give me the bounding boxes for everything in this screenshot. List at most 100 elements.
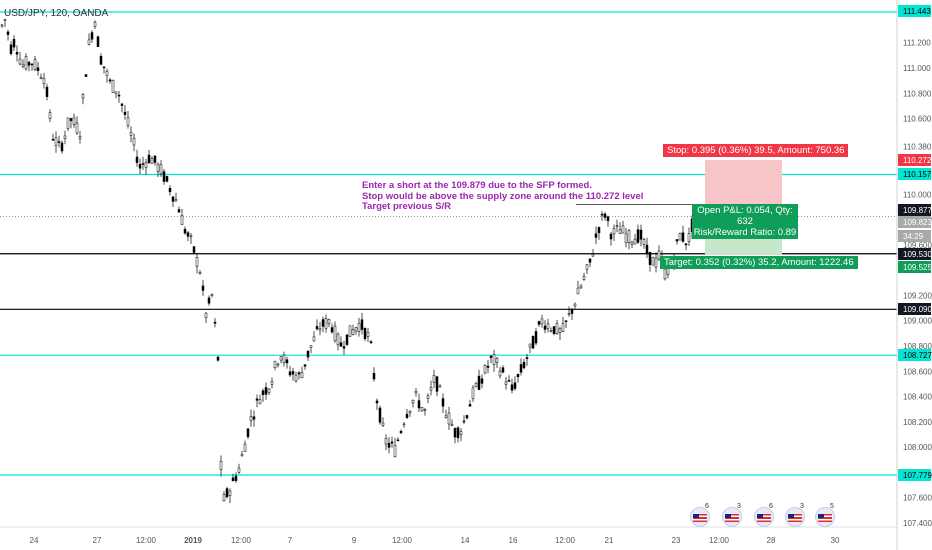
candle — [408, 410, 412, 417]
candle — [171, 196, 175, 207]
event-count: 6 — [705, 503, 709, 510]
candle-body — [483, 365, 487, 374]
candle — [216, 356, 220, 362]
candle — [480, 374, 484, 389]
candle-body — [24, 56, 28, 70]
price-tick-label: 107.600 — [903, 494, 932, 503]
price-tick-label: 111.000 — [903, 64, 931, 73]
candle-body — [555, 322, 559, 334]
candle — [324, 314, 328, 333]
candle-body — [30, 63, 34, 66]
candle — [468, 399, 472, 407]
candle — [156, 162, 160, 177]
price-tick-label: 108.000 — [903, 443, 932, 452]
candle-body — [54, 137, 58, 146]
candle-body — [678, 233, 682, 241]
candle — [54, 131, 58, 153]
candle-body — [156, 163, 160, 172]
candle — [564, 320, 568, 328]
candle — [300, 366, 304, 379]
candle — [423, 407, 427, 416]
candle — [204, 312, 208, 324]
candle-body — [537, 321, 541, 325]
risk-reward-text: Risk/Reward Ratio: 0.89 — [693, 227, 797, 238]
stop-zone[interactable] — [705, 159, 782, 210]
candle — [615, 219, 619, 233]
candle — [243, 440, 247, 452]
candle — [528, 343, 532, 354]
event-marker[interactable]: 5 — [815, 503, 835, 527]
event-marker[interactable]: 3 — [722, 503, 742, 527]
time-tick-label: 27 — [93, 536, 102, 545]
candle — [354, 326, 358, 335]
trade-annotation[interactable]: Enter a short at the 109.879 due to the … — [362, 180, 643, 213]
candle-body — [564, 320, 568, 322]
candle-body — [501, 367, 505, 373]
event-marker[interactable]: 6 — [690, 503, 710, 527]
candle-body — [543, 325, 547, 330]
candle — [519, 358, 523, 376]
candle-body — [243, 443, 247, 452]
candle — [531, 335, 535, 349]
candle — [123, 105, 127, 120]
candle-body — [513, 382, 517, 389]
price-tag: 34:29 — [898, 230, 931, 242]
candle — [51, 133, 55, 141]
candle-body — [39, 76, 43, 79]
candle-body — [159, 164, 163, 175]
pnl-box[interactable]: Open P&L: 0.054, Qty: 632 Risk/Reward Ra… — [692, 204, 798, 239]
candle — [234, 472, 238, 484]
candle-body — [489, 355, 493, 358]
candle — [654, 252, 658, 273]
candle — [273, 360, 277, 371]
candle — [471, 385, 475, 402]
event-marker[interactable]: 3 — [785, 503, 805, 527]
candle-body — [456, 427, 460, 439]
candle — [624, 228, 628, 248]
candle-body — [234, 475, 238, 481]
price-tick-label: 110.800 — [903, 89, 932, 98]
target-label[interactable]: Target: 0.352 (0.32%) 35.2, Amount: 1222… — [660, 256, 858, 269]
price-tag: 110.272 — [898, 154, 932, 166]
candle — [612, 224, 616, 241]
candle — [462, 415, 466, 425]
candle — [582, 272, 586, 281]
candle — [432, 369, 436, 388]
candle-body — [123, 111, 127, 115]
candle — [210, 293, 214, 298]
horizontal-levels — [0, 11, 897, 476]
candle — [579, 284, 583, 289]
candle-body — [462, 420, 466, 423]
candle — [555, 319, 559, 335]
candle-body — [183, 228, 187, 234]
candle — [75, 116, 79, 136]
candle-body — [507, 380, 511, 382]
price-tag: 109.530 — [898, 248, 932, 260]
candle — [111, 79, 115, 93]
candle-body — [675, 239, 679, 242]
candle-body — [21, 64, 25, 67]
candle-body — [573, 303, 577, 307]
symbol-title[interactable]: USD/JPY, 120, OANDA — [4, 8, 109, 19]
candle — [399, 429, 403, 435]
stop-label[interactable]: Stop: 0.395 (0.36%) 39.5, Amount: 750.36 — [663, 144, 849, 157]
candle — [177, 206, 181, 213]
candle-body — [303, 364, 307, 367]
candle — [336, 332, 340, 351]
candle — [546, 318, 550, 333]
candle-body — [201, 285, 205, 291]
candle-body — [180, 215, 184, 225]
candle — [447, 406, 451, 431]
candle-body — [213, 321, 217, 324]
candle-body — [144, 162, 148, 168]
candle — [261, 388, 265, 402]
candle — [69, 117, 73, 129]
candle-body — [45, 86, 49, 97]
candle-body — [381, 422, 385, 426]
candle-body — [465, 415, 469, 419]
candle — [30, 63, 34, 71]
event-marker[interactable]: 6 — [754, 503, 774, 527]
candle-body — [231, 477, 235, 482]
candle — [420, 406, 424, 412]
